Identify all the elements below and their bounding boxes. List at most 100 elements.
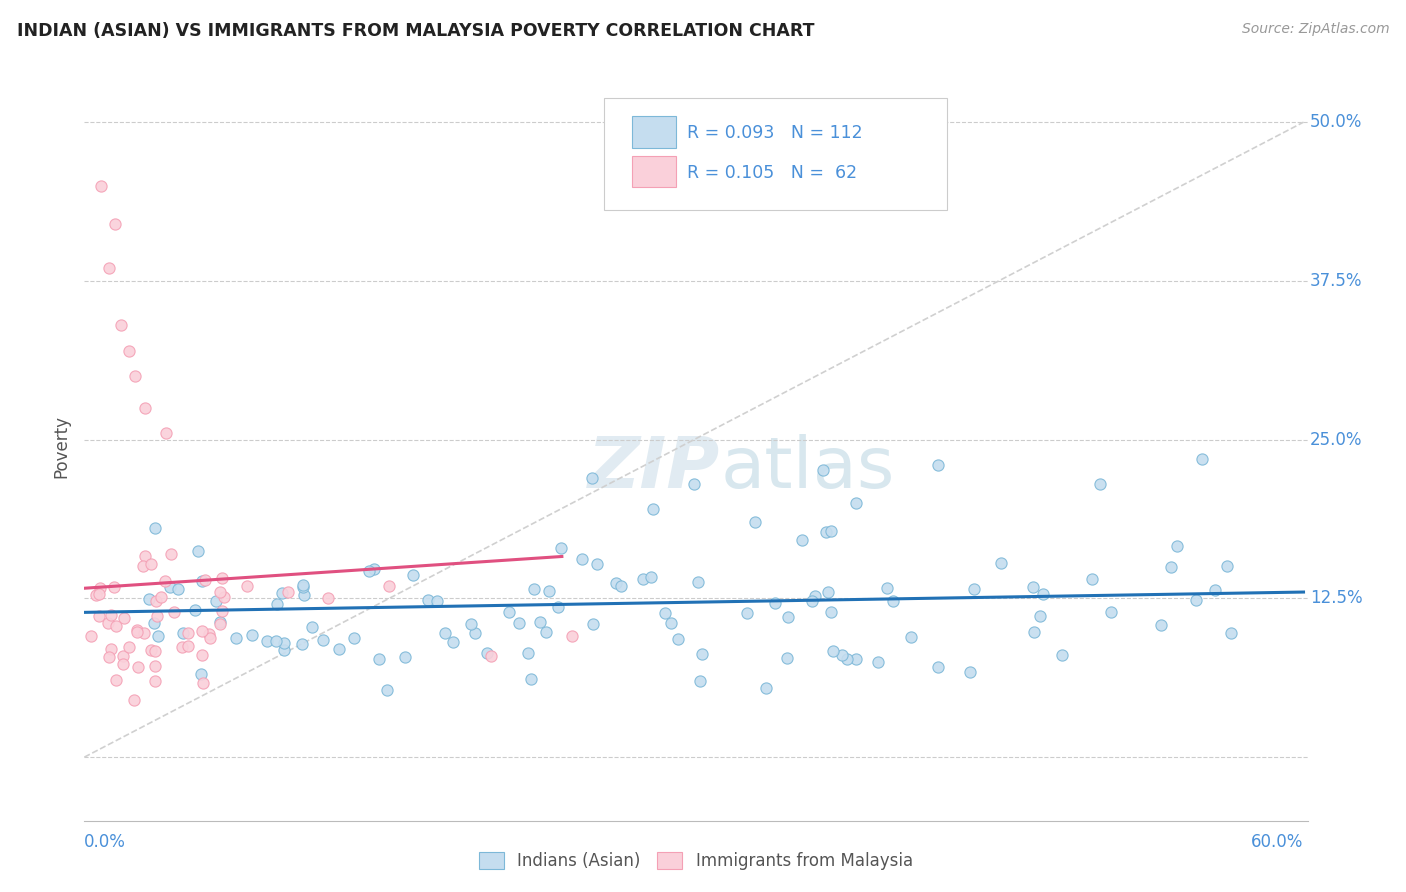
Point [177,625,200,640]
Point [633,572,655,586]
Point [1185,593,1208,607]
Point [191,624,214,638]
Point [159,580,181,594]
Point [378,579,401,593]
Point [104,217,127,231]
Point [547,600,569,615]
Legend: Indians (Asian), Immigrants from Malaysia: Indians (Asian), Immigrants from Malaysi… [472,846,920,877]
Point [127,624,149,639]
Point [586,558,609,572]
Point [80,629,103,643]
FancyBboxPatch shape [633,156,676,187]
Point [132,625,155,640]
Point [292,588,315,602]
Point [609,579,631,593]
Point [167,582,190,597]
Point [464,625,486,640]
FancyBboxPatch shape [633,116,676,148]
Point [146,629,169,643]
Text: R = 0.105   N =  62: R = 0.105 N = 62 [688,163,858,181]
Point [343,631,366,645]
Text: 12.5%: 12.5% [1310,590,1362,607]
Point [523,582,546,597]
Point [529,615,551,630]
Point [394,649,416,664]
Point [97,261,120,276]
Point [776,650,799,665]
Point [666,632,689,646]
Point [817,585,839,599]
Point [1160,559,1182,574]
Point [118,640,141,654]
Point [416,592,439,607]
Point [811,463,834,477]
Point [508,615,530,630]
Point [814,524,837,539]
Point [100,641,122,656]
Point [256,633,278,648]
Point [89,608,111,623]
Point [312,633,335,648]
Point [97,615,120,630]
Point [804,589,827,603]
Point [516,646,538,660]
Point [111,657,134,671]
Point [172,640,194,655]
Point [111,648,134,663]
Point [190,667,212,681]
Point [89,581,111,595]
Point [755,681,778,696]
Text: R = 0.093   N = 112: R = 0.093 N = 112 [688,124,863,142]
Point [401,567,423,582]
Point [990,557,1012,571]
Point [581,471,603,485]
Point [139,557,162,571]
Point [1029,608,1052,623]
Text: atlas: atlas [720,434,894,503]
Point [582,617,605,632]
Point [1081,572,1104,586]
Text: ZIP: ZIP [588,434,720,503]
Text: INDIAN (ASIAN) VS IMMIGRANTS FROM MALAYSIA POVERTY CORRELATION CHART: INDIAN (ASIAN) VS IMMIGRANTS FROM MALAYS… [17,22,814,40]
Point [538,584,561,599]
Point [97,649,120,664]
Point [125,624,148,638]
Point [291,578,314,592]
Point [328,642,350,657]
Point [821,644,844,658]
Point [155,574,177,589]
Text: Source: ZipAtlas.com: Source: ZipAtlas.com [1241,22,1389,37]
Point [105,619,128,633]
Point [150,591,173,605]
Point [209,615,232,630]
Point [264,634,287,648]
Point [163,605,186,619]
Point [1090,477,1112,491]
Point [191,648,214,662]
Point [198,631,221,645]
Point [367,651,389,665]
Point [197,627,219,641]
Point [1166,539,1188,553]
Point [692,647,714,661]
Point [571,552,593,566]
Point [190,574,212,588]
Point [132,559,155,574]
Point [211,604,233,618]
Point [127,660,149,674]
Point [143,644,166,658]
Point [240,628,263,642]
Point [214,590,236,604]
Text: 25.0%: 25.0% [1310,431,1362,449]
Point [605,576,627,591]
Point [1024,625,1046,640]
Point [134,549,156,563]
Point [236,579,259,593]
Point [686,574,709,589]
Point [273,636,295,650]
Point [184,603,207,617]
Point [100,607,122,622]
Point [498,605,520,619]
Point [844,651,866,665]
Point [177,639,200,653]
